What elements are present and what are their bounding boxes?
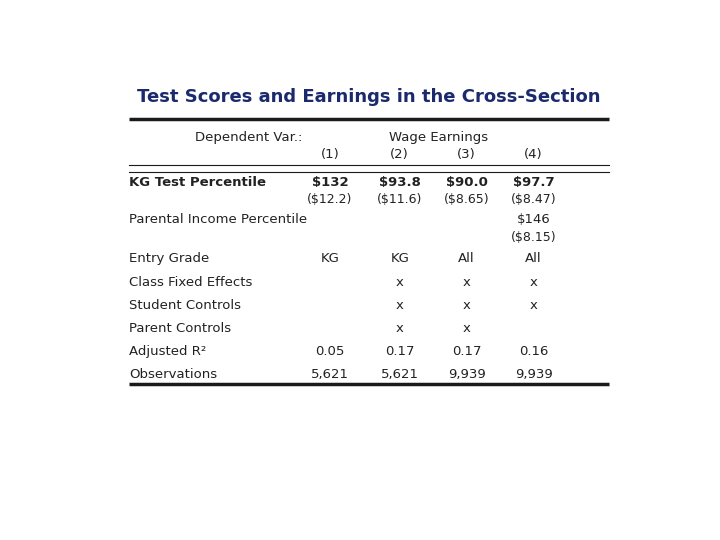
Text: 0.17: 0.17 <box>385 345 415 358</box>
Text: x: x <box>530 299 538 312</box>
Text: x: x <box>530 276 538 289</box>
Text: KG: KG <box>390 253 409 266</box>
Text: Student Controls: Student Controls <box>129 299 241 312</box>
Text: 9,939: 9,939 <box>448 368 485 381</box>
Text: KG Test Percentile: KG Test Percentile <box>129 176 266 189</box>
Text: Entry Grade: Entry Grade <box>129 253 210 266</box>
Text: 0.17: 0.17 <box>452 345 482 358</box>
Text: $97.7: $97.7 <box>513 176 554 189</box>
Text: ($11.6): ($11.6) <box>377 193 423 206</box>
Text: (2): (2) <box>390 148 409 161</box>
Text: ($8.47): ($8.47) <box>510 193 557 206</box>
Text: All: All <box>459 253 475 266</box>
Text: $132: $132 <box>312 176 348 189</box>
Text: 0.05: 0.05 <box>315 345 345 358</box>
Text: Dependent Var.:: Dependent Var.: <box>195 131 302 144</box>
Text: Parental Income Percentile: Parental Income Percentile <box>129 213 307 226</box>
Text: Parent Controls: Parent Controls <box>129 322 231 335</box>
Text: Adjusted R²: Adjusted R² <box>129 345 207 358</box>
Text: x: x <box>463 299 471 312</box>
Text: (3): (3) <box>457 148 476 161</box>
Text: (1): (1) <box>320 148 339 161</box>
Text: Test Scores and Earnings in the Cross-Section: Test Scores and Earnings in the Cross-Se… <box>138 87 600 106</box>
Text: 9,939: 9,939 <box>515 368 552 381</box>
Text: Observations: Observations <box>129 368 217 381</box>
Text: ($8.15): ($8.15) <box>510 231 557 244</box>
Text: $93.8: $93.8 <box>379 176 420 189</box>
Text: All: All <box>526 253 542 266</box>
Text: 0.16: 0.16 <box>519 345 549 358</box>
Text: 5,621: 5,621 <box>381 368 419 381</box>
Text: x: x <box>396 322 404 335</box>
Text: x: x <box>396 299 404 312</box>
Text: $90.0: $90.0 <box>446 176 487 189</box>
Text: ($12.2): ($12.2) <box>307 193 353 206</box>
Text: Wage Earnings: Wage Earnings <box>390 131 488 144</box>
Text: x: x <box>463 322 471 335</box>
Text: KG: KG <box>320 253 339 266</box>
Text: (4): (4) <box>524 148 543 161</box>
Text: ($8.65): ($8.65) <box>444 193 490 206</box>
Text: Class Fixed Effects: Class Fixed Effects <box>129 276 253 289</box>
Text: x: x <box>396 276 404 289</box>
Text: 5,621: 5,621 <box>311 368 349 381</box>
Text: $146: $146 <box>517 213 551 226</box>
Text: x: x <box>463 276 471 289</box>
